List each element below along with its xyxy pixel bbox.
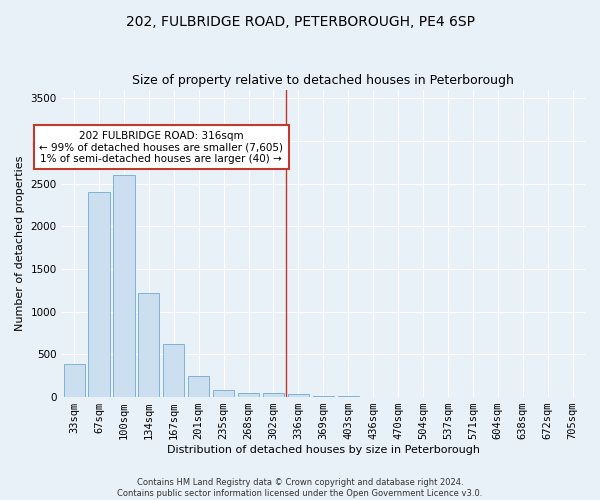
Bar — [113, 175, 134, 397]
Bar — [213, 390, 234, 397]
Y-axis label: Number of detached properties: Number of detached properties — [15, 156, 25, 331]
X-axis label: Distribution of detached houses by size in Peterborough: Distribution of detached houses by size … — [167, 445, 480, 455]
Bar — [338, 396, 359, 397]
Bar — [138, 293, 160, 397]
Bar — [88, 192, 110, 397]
Bar — [64, 364, 85, 397]
Title: Size of property relative to detached houses in Peterborough: Size of property relative to detached ho… — [133, 74, 514, 87]
Bar — [313, 396, 334, 397]
Bar — [238, 393, 259, 397]
Text: 202 FULBRIDGE ROAD: 316sqm
← 99% of detached houses are smaller (7,605)
1% of se: 202 FULBRIDGE ROAD: 316sqm ← 99% of deta… — [40, 130, 283, 164]
Bar — [288, 394, 309, 397]
Bar — [188, 376, 209, 397]
Text: Contains HM Land Registry data © Crown copyright and database right 2024.
Contai: Contains HM Land Registry data © Crown c… — [118, 478, 482, 498]
Bar — [163, 344, 184, 397]
Bar — [263, 393, 284, 397]
Text: 202, FULBRIDGE ROAD, PETERBOROUGH, PE4 6SP: 202, FULBRIDGE ROAD, PETERBOROUGH, PE4 6… — [125, 15, 475, 29]
